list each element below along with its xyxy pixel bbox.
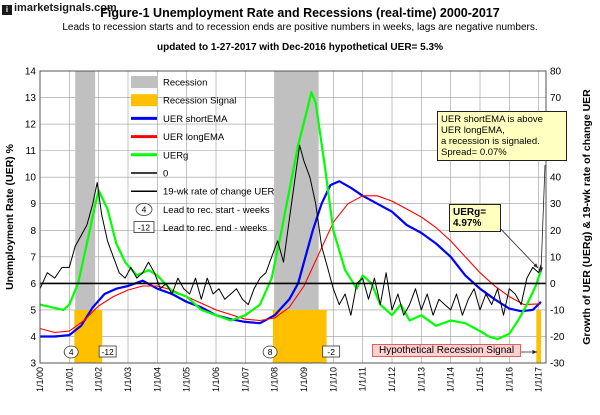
spread-callout: UER shortEMA is above UER longEMA, a rec… — [437, 111, 567, 161]
legend-oval-marker — [135, 202, 153, 216]
series-line — [39, 144, 542, 316]
x-tick-label: 1/1/01 — [64, 367, 74, 392]
y-tick-label-right: 30 — [550, 199, 562, 210]
legend-label: Lead to rec. start - weeks — [163, 205, 270, 216]
legend-rect-marker — [133, 221, 155, 234]
series-line — [39, 195, 542, 334]
chart-title: Figure-1 Unemployment Rate and Recession… — [100, 6, 500, 20]
uerg-callout: UERg= 4.97% — [449, 204, 501, 232]
legend-label: UER longEMA — [163, 132, 225, 143]
spread-callout-arrow-head — [539, 267, 544, 272]
legend-label: 19-wk rate of change UER — [163, 187, 275, 198]
x-tick-label: 1/1/05 — [182, 367, 192, 392]
recession-end-lead-marker — [98, 345, 117, 358]
x-tick-label: 1/1/11 — [358, 367, 368, 391]
plot-border — [39, 70, 547, 364]
series-line — [40, 180, 542, 338]
recession-start-lead-marker — [262, 345, 278, 359]
spread-callout-arrow — [540, 164, 546, 273]
y-tick-label-left: 3 — [30, 359, 36, 370]
legend-swatch — [131, 76, 157, 88]
hypothetical-signal-callout: Hypothetical Recession Signal — [372, 344, 522, 357]
y-axis-title-right: Growth of UER (UERg) & 19-wk rate of cha… — [581, 89, 593, 345]
brand-icon: i — [2, 5, 12, 15]
chart-subtitle: Leads to recession starts and to recessi… — [62, 22, 538, 33]
legend-marker-text: -12 — [138, 223, 151, 233]
y-tick-label-left: 7 — [30, 252, 36, 263]
x-tick-label: 1/1/08 — [270, 367, 280, 392]
uerg-callout-arrow-head — [533, 263, 538, 268]
x-tick-label: 1/1/16 — [504, 367, 514, 392]
x-tick-label: 1/1/13 — [416, 367, 426, 392]
x-tick-label: 1/1/07 — [240, 367, 250, 392]
y-tick-label-left: 5 — [30, 305, 36, 316]
legend-marker-text: 4 — [142, 204, 147, 214]
spread-callout-line: UER shortEMA is above — [441, 114, 543, 125]
x-tick-label: 1/1/09 — [299, 367, 309, 392]
recession-start-lead-marker — [63, 345, 79, 359]
x-tick-label: 1/1/06 — [211, 367, 221, 392]
y-tick-label-left: 10 — [25, 173, 37, 184]
recession-signal-band — [74, 309, 103, 363]
y-tick-label-right: 80 — [550, 67, 562, 78]
y-tick-label-right: 10 — [550, 252, 562, 263]
legend-label: UERg — [163, 150, 188, 161]
x-tick-label: 1/1/10 — [328, 367, 338, 392]
y-tick-label-right: -20 — [550, 332, 565, 343]
legend-label: Lead to rec. end - weeks — [163, 223, 267, 234]
y-tick-label-right: 70 — [550, 93, 562, 104]
legend-label: Recession — [163, 78, 207, 89]
spread-callout-line: a recession is signaled. — [441, 136, 540, 147]
update-note: updated to 1-27-2017 with Dec-2016 hypot… — [157, 42, 443, 53]
y-tick-label-left: 8 — [30, 226, 36, 237]
recession-signal-band — [272, 309, 327, 363]
legend-swatch — [131, 94, 157, 107]
recession-end-lead-marker — [322, 345, 341, 358]
recession-band — [75, 71, 96, 363]
recession-end-lead-label: -2 — [327, 347, 335, 357]
y-tick-label-left: 4 — [30, 332, 36, 343]
legend-label: 0 — [163, 169, 168, 180]
uerg-callout-arrow — [495, 223, 539, 269]
x-tick-label: 1/1/02 — [94, 367, 104, 392]
y-tick-label-left: 6 — [30, 279, 36, 290]
x-tick-label: 1/1/17 — [534, 367, 544, 392]
brand-logo: i imarketsignals.com — [2, 2, 117, 15]
y-tick-label-right: 0 — [550, 279, 556, 290]
spread-callout-line: Spread= 0.07% — [441, 147, 507, 158]
uerg-callout-line: 4.97% — [453, 218, 482, 229]
y-tick-label-left: 14 — [25, 67, 37, 78]
recession-start-lead-label: 4 — [69, 347, 74, 357]
y-tick-label-right: 20 — [550, 226, 562, 237]
recession-signal-band — [536, 309, 542, 363]
spread-callout-line: UER longEMA, — [441, 125, 505, 136]
x-tick-label: 1/1/03 — [123, 367, 133, 392]
uerg-callout-line: UERg= — [453, 207, 487, 218]
series-line — [39, 91, 543, 341]
x-tick-label: 1/1/12 — [387, 367, 397, 392]
y-tick-label-left: 11 — [26, 146, 37, 157]
y-tick-label-left: 12 — [25, 120, 37, 131]
x-tick-label: 1/1/04 — [152, 367, 162, 392]
legend-label: Recession Signal — [163, 96, 236, 107]
x-tick-label: 1/1/15 — [475, 367, 485, 392]
x-tick-label: 1/1/14 — [446, 367, 456, 392]
y-tick-label-right: -10 — [550, 305, 565, 316]
y-tick-label-left: 13 — [25, 93, 37, 104]
y-axis-title-left: Unemployment Rate (UER) % — [4, 143, 16, 290]
hypothetical-signal-arrow-head — [532, 350, 537, 354]
brand-text: imarketsignals.com — [14, 2, 117, 14]
recession-end-lead-label: -12 — [101, 347, 114, 357]
x-tick-label: 1/1/00 — [35, 367, 45, 392]
y-tick-label-right: -30 — [550, 359, 565, 370]
recession-start-lead-label: 8 — [268, 347, 273, 357]
y-tick-label-right: 40 — [550, 173, 562, 184]
legend-label: UER shortEMA — [163, 114, 228, 125]
y-tick-label-left: 9 — [30, 199, 36, 210]
